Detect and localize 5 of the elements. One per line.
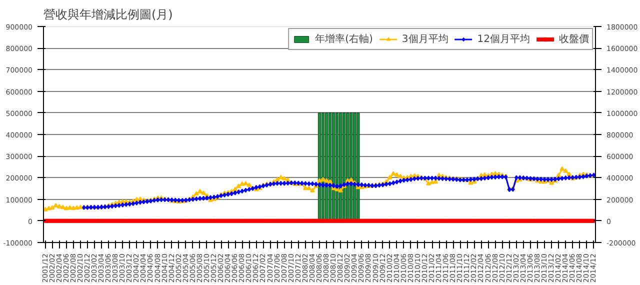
- legend-label: 年增率(右軸): [315, 32, 373, 46]
- legend-label: 收盤價: [559, 33, 589, 46]
- legend-label: 3個月平均: [402, 33, 448, 46]
- legend-label: 12個月平均: [477, 33, 530, 46]
- chart-title: 營收與年增減比例圖(月): [44, 8, 173, 22]
